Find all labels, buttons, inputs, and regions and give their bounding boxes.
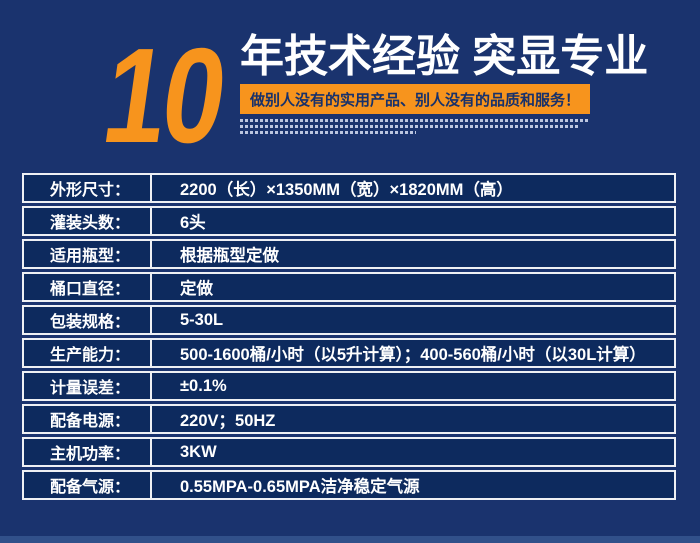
spec-value: 6头 — [180, 214, 206, 232]
spec-value: 0.55MPA-0.65MPA洁净稳定气源 — [180, 478, 420, 496]
spec-label: 配备电源： — [24, 406, 152, 432]
spec-label: 主机功率： — [24, 439, 152, 465]
table-row: 生产能力： 500-1600桶/小时（以5升计算）；400-560桶/小时（以3… — [22, 338, 676, 368]
headline-text: 年技术经验 突显专业 — [240, 32, 649, 81]
tagline-bar: 做别人没有的实用产品、别人没有的品质和服务！ — [240, 84, 590, 114]
fine-print-texture — [240, 119, 592, 137]
table-row: 灌装头数： 6头 — [22, 206, 676, 236]
fine-print-line — [240, 119, 590, 122]
spec-value: 500-1600桶/小时（以5升计算）；400-560桶/小时（以30L计算） — [180, 346, 646, 364]
spec-table: 外形尺寸： 2200（长）×1350MM（宽）×1820MM（高） 灌装头数： … — [22, 173, 676, 503]
table-row: 配备气源： 0.55MPA-0.65MPA洁净稳定气源 — [22, 470, 676, 500]
spec-label: 灌装头数： — [24, 208, 152, 234]
table-row: 配备电源： 220V；50HZ — [22, 404, 676, 434]
fine-print-line — [240, 125, 578, 128]
big-number-10: 10 — [94, 20, 233, 171]
spec-label: 桶口直径： — [24, 274, 152, 300]
tagline-text: 做别人没有的实用产品、别人没有的品质和服务！ — [249, 91, 580, 109]
spec-value: ±0.1% — [180, 376, 227, 395]
spec-value: 根据瓶型定做 — [180, 247, 279, 265]
spec-label: 生产能力： — [24, 340, 152, 366]
table-row: 包装规格： 5-30L — [22, 305, 676, 335]
spec-value: 定做 — [180, 280, 213, 298]
spec-value: 2200（长）×1350MM（宽）×1820MM（高） — [180, 181, 513, 199]
spec-label: 外形尺寸： — [24, 175, 152, 201]
table-row: 计量误差： ±0.1% — [22, 371, 676, 401]
spec-value: 220V；50HZ — [180, 412, 276, 430]
spec-label: 适用瓶型： — [24, 241, 152, 267]
bottom-strip — [0, 536, 700, 543]
spec-label: 计量误差： — [24, 373, 152, 399]
table-row: 桶口直径： 定做 — [22, 272, 676, 302]
fine-print-line — [240, 131, 416, 134]
spec-value: 3KW — [180, 442, 217, 461]
table-row: 适用瓶型： 根据瓶型定做 — [22, 239, 676, 269]
table-row: 主机功率： 3KW — [22, 437, 676, 467]
spec-label: 包装规格： — [24, 307, 152, 333]
spec-value: 5-30L — [180, 310, 224, 329]
table-row: 外形尺寸： 2200（长）×1350MM（宽）×1820MM（高） — [22, 173, 676, 203]
spec-label: 配备气源： — [24, 472, 152, 498]
